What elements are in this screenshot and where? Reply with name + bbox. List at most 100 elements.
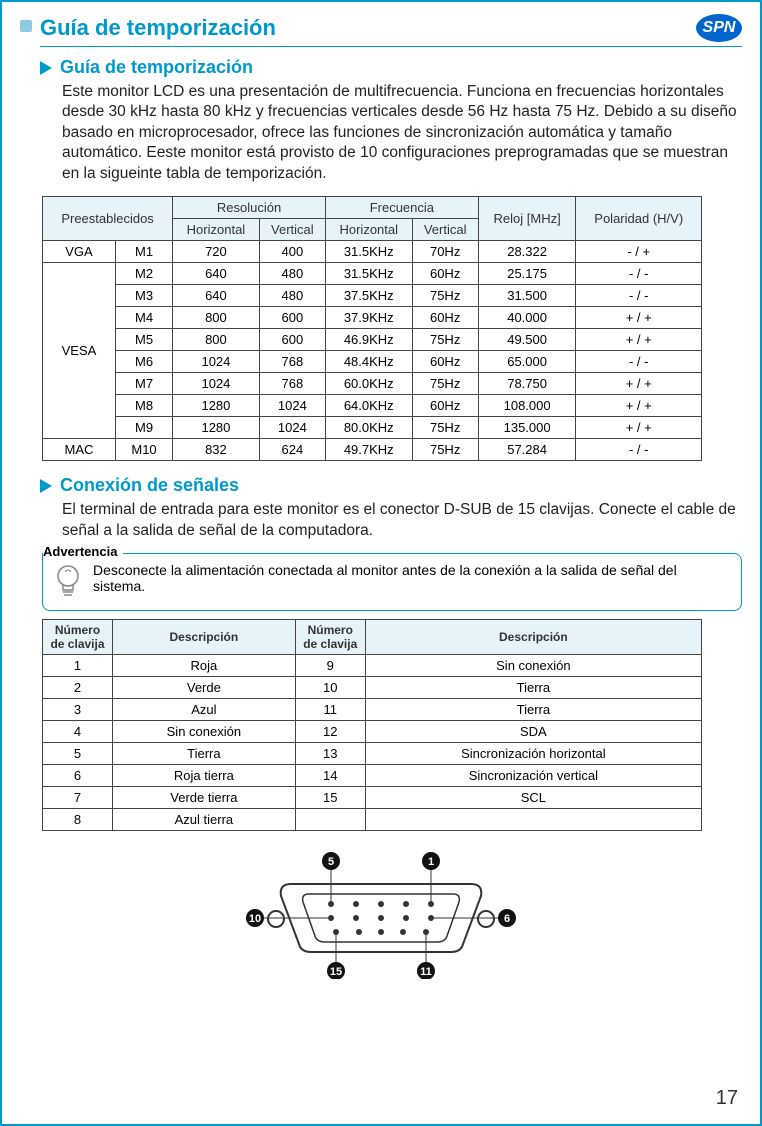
- triangle-icon: [40, 61, 52, 75]
- cell-fh: 46.9KHz: [325, 329, 412, 351]
- th-freq-h: Horizontal: [325, 219, 412, 241]
- cell-fv: 60Hz: [412, 395, 478, 417]
- cell-clk: 57.284: [478, 439, 576, 461]
- cell-rv: 624: [259, 439, 325, 461]
- cell-mode: M2: [115, 263, 172, 285]
- cell-clk: 28.322: [478, 241, 576, 263]
- pin-cell: 3: [43, 699, 113, 721]
- pin-cell: Tierra: [113, 743, 296, 765]
- cell-rv: 1024: [259, 417, 325, 439]
- cell-pol: + / +: [576, 373, 702, 395]
- cell-clk: 25.175: [478, 263, 576, 285]
- pin-label-5: 5: [328, 856, 334, 868]
- cell-fv: 75Hz: [412, 285, 478, 307]
- cell-rv: 768: [259, 373, 325, 395]
- cell-mode: M7: [115, 373, 172, 395]
- pin-cell: SCL: [365, 787, 701, 809]
- pin-cell: 5: [43, 743, 113, 765]
- cell-clk: 135.000: [478, 417, 576, 439]
- timing-row: VESAM264048031.5KHz60Hz25.175- / -: [43, 263, 702, 285]
- pin-row: 3Azul11Tierra: [43, 699, 702, 721]
- timing-row: M7102476860.0KHz75Hz78.750+ / +: [43, 373, 702, 395]
- dsub-connector-diagram: 5 1 10 6 15 11: [231, 849, 531, 979]
- cell-fv: 75Hz: [412, 439, 478, 461]
- th-resolution: Resolución: [173, 197, 326, 219]
- cell-mode: M4: [115, 307, 172, 329]
- cell-mode: M1: [115, 241, 172, 263]
- cell-fv: 60Hz: [412, 351, 478, 373]
- pin-cell: Roja: [113, 655, 296, 677]
- cell-rh: 720: [173, 241, 260, 263]
- cell-pol: - / -: [576, 263, 702, 285]
- timing-row: VGAM172040031.5KHz70Hz28.322- / +: [43, 241, 702, 263]
- pin-row: 4Sin conexión12SDA: [43, 721, 702, 743]
- cell-fh: 37.5KHz: [325, 285, 412, 307]
- timing-row: M480060037.9KHz60Hz40.000+ / +: [43, 307, 702, 329]
- timing-table: Preestablecidos Resolución Frecuencia Re…: [42, 196, 702, 461]
- cell-rh: 832: [173, 439, 260, 461]
- timing-row: M81280102464.0KHz60Hz108.000+ / +: [43, 395, 702, 417]
- cell-rv: 600: [259, 307, 325, 329]
- triangle-icon: [40, 479, 52, 493]
- pin-label-1: 1: [428, 856, 434, 868]
- cell-mode: M8: [115, 395, 172, 417]
- pin-row: 2Verde10Tierra: [43, 677, 702, 699]
- cell-clk: 31.500: [478, 285, 576, 307]
- cell-rh: 1024: [173, 373, 260, 395]
- pin-cell: 11: [295, 699, 365, 721]
- cell-rh: 800: [173, 329, 260, 351]
- pin-cell: 2: [43, 677, 113, 699]
- th-polarity: Polaridad (H/V): [576, 197, 702, 241]
- th-pin-num-r: Número de clavija: [295, 620, 365, 655]
- cell-fv: 75Hz: [412, 373, 478, 395]
- pin-cell: Tierra: [365, 699, 701, 721]
- cell-pol: - / -: [576, 351, 702, 373]
- timing-row: M364048037.5KHz75Hz31.500- / -: [43, 285, 702, 307]
- page-number: 17: [716, 1087, 738, 1110]
- cell-pol: + / +: [576, 395, 702, 417]
- th-pin-desc-l: Descripción: [113, 620, 296, 655]
- section-signal-connection: Conexión de señales El terminal de entra…: [40, 475, 742, 541]
- cell-fh: 49.7KHz: [325, 439, 412, 461]
- pin-label-11: 11: [420, 966, 432, 978]
- cell-fv: 70Hz: [412, 241, 478, 263]
- pin-row: 8Azul tierra: [43, 809, 702, 831]
- pin-table: Número de clavija Descripción Número de …: [42, 619, 702, 831]
- cell-clk: 40.000: [478, 307, 576, 329]
- cell-pol: - / +: [576, 241, 702, 263]
- pin-label-10: 10: [249, 913, 261, 925]
- timing-row: M6102476848.4KHz60Hz65.000- / -: [43, 351, 702, 373]
- pin-row: 5Tierra13Sincronización horizontal: [43, 743, 702, 765]
- cell-fh: 60.0KHz: [325, 373, 412, 395]
- timing-row: M580060046.9KHz75Hz49.500+ / +: [43, 329, 702, 351]
- cell-mode: M6: [115, 351, 172, 373]
- cell-fv: 75Hz: [412, 417, 478, 439]
- pin-cell: 14: [295, 765, 365, 787]
- section-timing-guide: Guía de temporización Este monitor LCD e…: [40, 57, 742, 184]
- pin-cell: 8: [43, 809, 113, 831]
- cell-mode: M9: [115, 417, 172, 439]
- pin-cell: Tierra: [365, 677, 701, 699]
- cell-fh: 48.4KHz: [325, 351, 412, 373]
- pin-cell: Azul tierra: [113, 809, 296, 831]
- pin-cell: Azul: [113, 699, 296, 721]
- pin-cell: 12: [295, 721, 365, 743]
- th-pin-desc-r: Descripción: [365, 620, 701, 655]
- cell-rh: 800: [173, 307, 260, 329]
- cell-rh: 640: [173, 263, 260, 285]
- pin-cell: 1: [43, 655, 113, 677]
- pin-label-6: 6: [504, 913, 510, 925]
- pin-cell: Sincronización vertical: [365, 765, 701, 787]
- pin-cell: Roja tierra: [113, 765, 296, 787]
- cell-fh: 80.0KHz: [325, 417, 412, 439]
- timing-row: M91280102480.0KHz75Hz135.000+ / +: [43, 417, 702, 439]
- pin-row: 6Roja tierra14Sincronización vertical: [43, 765, 702, 787]
- cell-rv: 400: [259, 241, 325, 263]
- section1-title: Guía de temporización: [60, 57, 253, 78]
- cell-rh: 1280: [173, 417, 260, 439]
- cell-group: VESA: [43, 263, 116, 439]
- cell-clk: 65.000: [478, 351, 576, 373]
- pin-cell: Verde tierra: [113, 787, 296, 809]
- pin-row: 1Roja9Sin conexión: [43, 655, 702, 677]
- cell-fv: 75Hz: [412, 329, 478, 351]
